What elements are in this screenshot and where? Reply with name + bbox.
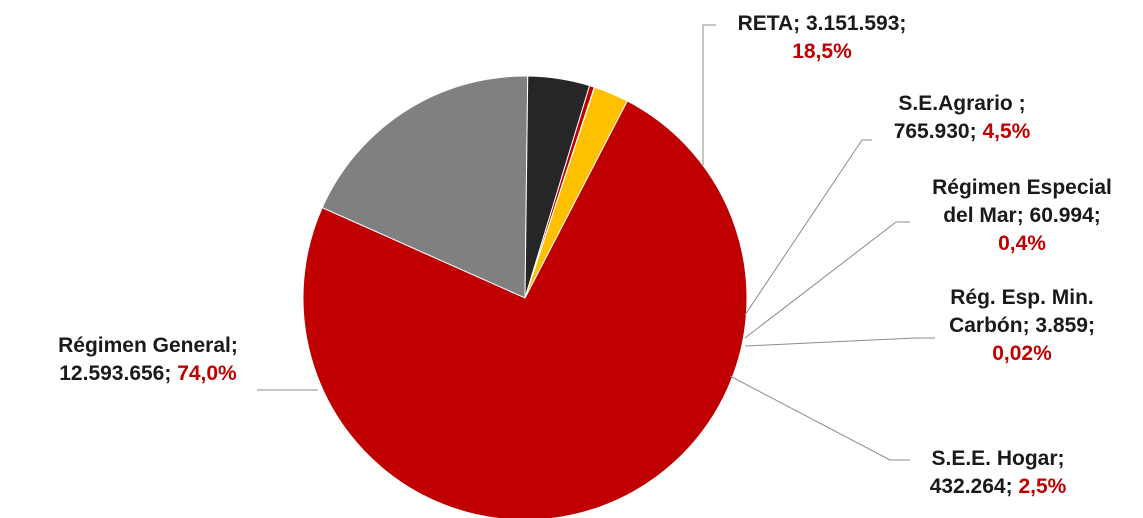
data-labels: RETA; 3.151.593; 18,5% S.E.Agrario ; 765.93…	[58, 12, 1112, 498]
leader-lines	[257, 24, 935, 461]
percent-label: 0,02%	[992, 342, 1052, 365]
data-label-reg-esp-min-carbon: Rég. Esp. Min. Carbón; 3.859; 0,02%	[949, 286, 1095, 365]
value-label: Rég. Esp. Min.	[950, 286, 1094, 309]
value-label: del Mar; 60.994;	[943, 204, 1101, 227]
percent-label: 2,5%	[1018, 475, 1066, 498]
data-label-regimen-especial-del-mar: Régimen Especial del Mar; 60.994; 0,4%	[932, 176, 1112, 255]
value-label: 432.264;	[930, 475, 1019, 498]
leader-line-regimen-especial-del-mar	[744, 221, 910, 339]
value-label: S.E.E. Hogar;	[931, 447, 1064, 470]
leader-line-reg-esp-min-carbon	[744, 337, 935, 347]
data-label-s-e-agrario: S.E.Agrario ; 765.930; 4,5%	[894, 92, 1031, 143]
leader-line-s-e-agrario	[744, 139, 872, 316]
percent-label: 18,5%	[792, 40, 852, 63]
value-label: 765.930;	[894, 120, 983, 143]
data-label-regimen-general: Régimen General; 12.593.656; 74,0%	[58, 334, 238, 385]
data-label-s-e-e-hogar: S.E.E. Hogar; 432.264; 2,5%	[930, 447, 1067, 498]
percent-label: 4,5%	[982, 120, 1030, 143]
percent-label: 0,4%	[998, 232, 1046, 255]
leader-line-reta	[702, 24, 716, 165]
value-label: Régimen Especial	[932, 176, 1112, 199]
data-label-reta: RETA; 3.151.593; 18,5%	[738, 12, 907, 63]
value-label: Carbón; 3.859;	[949, 314, 1095, 337]
pie-slices	[302, 75, 748, 518]
pie-slice-regimen-general	[302, 100, 748, 518]
percent-label: 74,0%	[177, 362, 237, 385]
value-label: RETA; 3.151.593;	[738, 12, 907, 35]
leader-line-s-e-e-hogar	[729, 375, 910, 461]
value-label: 12.593.656;	[59, 362, 177, 385]
value-label: S.E.Agrario ;	[898, 92, 1025, 115]
pie-slice-reta	[321, 75, 529, 299]
value-label: Régimen General;	[58, 334, 238, 357]
